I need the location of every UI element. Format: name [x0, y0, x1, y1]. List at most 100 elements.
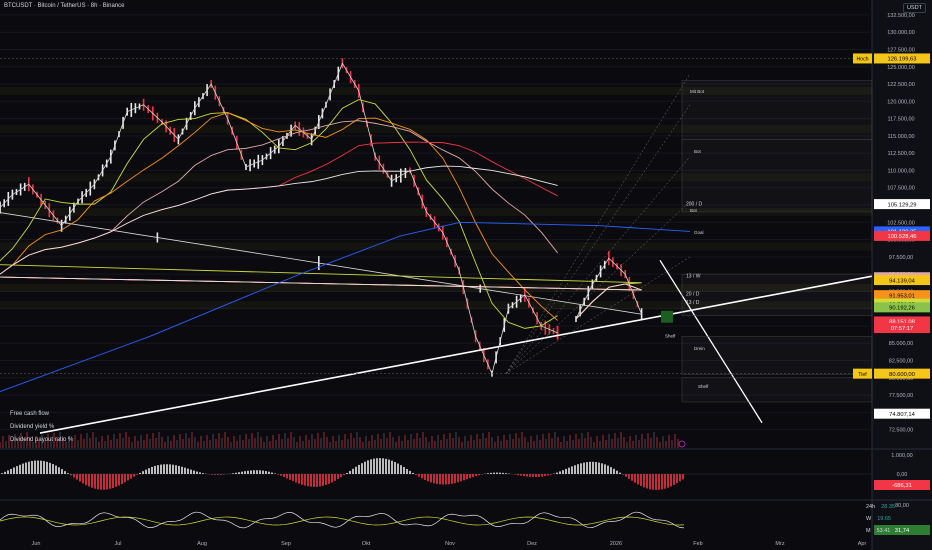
fib-label: Shelf: [665, 334, 676, 339]
fib-label: Bot: [690, 208, 698, 213]
price-label-bg: [874, 230, 930, 241]
price-label: 91.953,01: [889, 293, 915, 299]
macd-tick: 1.000,00: [891, 453, 912, 459]
support-zone: [0, 86, 872, 95]
price-label: 94.139,04: [889, 278, 916, 284]
y-tick-label: 132.500,00: [887, 13, 915, 19]
trendline: [39, 275, 873, 434]
price-label: 90.192,26: [889, 306, 915, 312]
fib-label: Mit Bot: [690, 89, 705, 94]
price-label: 74.807,14: [889, 412, 916, 418]
y-tick-label: 85.000,00: [889, 341, 913, 347]
x-tick-label: Feb: [693, 541, 702, 547]
y-tick-label: 125.000,00: [887, 65, 915, 71]
y-tick-label: 130.000,00: [887, 30, 915, 36]
y-tick-label: 102.500,00: [887, 220, 915, 226]
fib-label: Shelf: [698, 384, 709, 389]
stat-value: 28.35: [881, 504, 895, 510]
x-tick-label: Apr: [858, 541, 867, 547]
currency-unit-button[interactable]: USDT: [903, 3, 926, 13]
support-zone: [0, 242, 872, 251]
price-line: [0, 62, 643, 375]
price-label: 100.528,46: [887, 234, 916, 240]
ma-20-d: [0, 112, 642, 321]
price-label: 80.600,00: [889, 372, 915, 378]
price-label: 105.129,29: [887, 202, 916, 208]
price-tag-bg: [853, 368, 872, 379]
price-label: 126.199,63: [887, 57, 916, 63]
ma-label: 200 / D: [686, 202, 703, 208]
x-tick-label: 2026: [610, 541, 622, 547]
y-tick-label: 77.500,00: [889, 393, 913, 399]
price-label-bg: [874, 290, 930, 301]
fib-label: Bot: [694, 149, 702, 154]
y-tick-label: 112.500,00: [887, 151, 914, 157]
fib-fan-line: [505, 156, 691, 374]
price-tag: Hoch: [856, 57, 868, 63]
price-label-bg: [874, 323, 930, 334]
y-tick-label: 110.000,00: [887, 168, 914, 174]
stat-m: M 53.41: [866, 528, 890, 534]
indicator-dividend-yield[interactable]: Dividend yield %: [10, 424, 55, 430]
projection-line: [659, 259, 763, 424]
ma-label: 13 / D: [686, 300, 700, 306]
ma-label: 13 / W: [686, 274, 701, 280]
price-label-bg: [874, 316, 930, 327]
x-tick-label: Nov: [445, 541, 455, 547]
target-box: [681, 336, 873, 375]
fib-fan-line: [505, 256, 691, 374]
signal-box: [661, 310, 673, 323]
rsi-value-bg: [874, 525, 930, 535]
stat-24h: 24h 28.35: [866, 504, 895, 510]
event-marker: [678, 440, 686, 448]
rsi-signal: [0, 516, 685, 526]
target-box: [681, 377, 873, 403]
price-label: 07:57:17: [891, 326, 914, 332]
x-tick-label: Aug: [197, 541, 207, 547]
support-zone: [0, 301, 872, 310]
indicator-dividend-payout[interactable]: Dividend payout ratio %: [10, 437, 74, 443]
x-tick-label: Mrz: [775, 541, 784, 547]
target-box: [681, 80, 873, 140]
fib-fan-line: [505, 201, 691, 374]
stat-value: 53.41: [876, 528, 891, 534]
macd-tick: 0,00: [897, 472, 908, 478]
fib-fan-line: [505, 73, 691, 374]
x-tick-label: Jun: [32, 541, 41, 547]
support-zone: [0, 124, 872, 133]
stat-label: W: [866, 516, 872, 522]
price-label-bg: [874, 408, 930, 419]
price-label: 88.151,08: [889, 320, 915, 326]
fib-label: Drein: [694, 346, 705, 351]
price-label-bg: [874, 199, 930, 210]
indicator-free-cash-flow[interactable]: Free cash flow: [10, 411, 50, 417]
x-tick-label: Jul: [114, 541, 121, 547]
rsi-tick: 80,00: [895, 503, 909, 509]
rsi-line: [0, 511, 685, 529]
ma-label: 20 / D: [686, 292, 700, 298]
support-zone: [0, 207, 872, 216]
stat-value: 19.65: [877, 516, 891, 522]
fib-label: Goal: [694, 230, 704, 235]
y-tick-label: 120.000,00: [887, 99, 915, 105]
ma-13-d: [0, 99, 642, 329]
y-tick-label: 80.000,00: [889, 376, 913, 382]
ma-200-d: [0, 165, 642, 320]
x-tick-label: Sep: [281, 541, 291, 547]
price-tag-bg: [853, 53, 872, 64]
stat-w: W 19.65: [866, 516, 891, 522]
macd-value: -686,31: [892, 483, 912, 489]
ma-blue: [0, 221, 691, 393]
target-box: [681, 139, 873, 213]
price-label-bg: [874, 368, 930, 379]
y-tick-label: 122.500,00: [887, 82, 915, 88]
support-zone: [0, 283, 872, 292]
y-tick-label: 117.500,00: [887, 117, 914, 123]
y-tick-label: 115.000,00: [887, 134, 914, 140]
y-tick-label: 72.500,00: [889, 428, 913, 434]
price-tag: Tief: [858, 372, 867, 378]
price-label-bg: [874, 53, 930, 64]
support-zone: [0, 173, 872, 182]
